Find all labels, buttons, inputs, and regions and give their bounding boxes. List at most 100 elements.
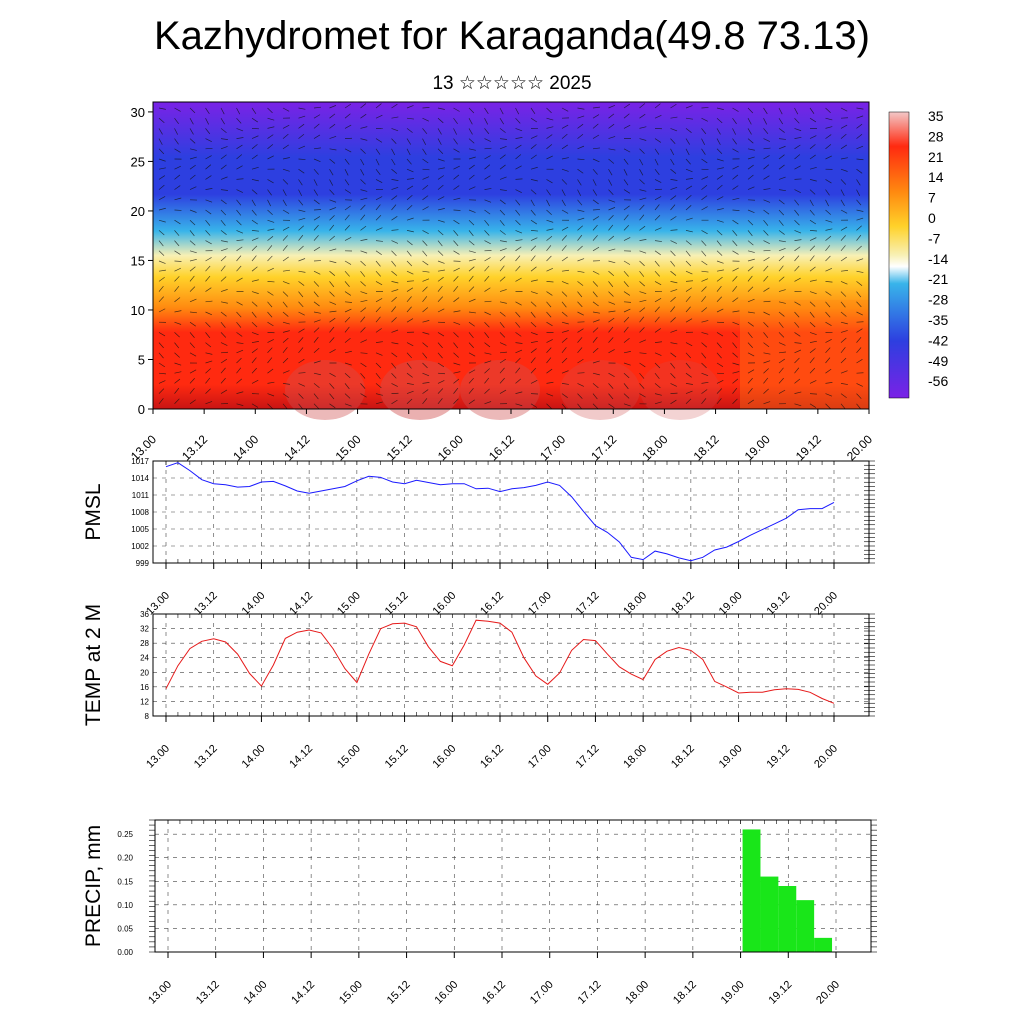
wind-vector: [623, 383, 629, 390]
wind-vector: [809, 107, 815, 114]
wind-vector: [608, 179, 613, 186]
wind-vector: [747, 388, 753, 394]
wind-vector: [375, 401, 383, 405]
wind-vector: [499, 189, 507, 191]
wind-vector: [856, 311, 863, 316]
wind-vector: [344, 326, 350, 333]
wind-vector: [592, 311, 600, 314]
wind-vector: [856, 199, 862, 206]
wind-vector: [220, 332, 227, 338]
wind-vector: [329, 135, 337, 139]
wind-vector: [716, 250, 723, 256]
wind-vector: [701, 296, 707, 303]
wind-vector: [499, 332, 506, 338]
wind-vector: [577, 199, 583, 206]
wind-vector: [763, 321, 769, 328]
wind-vector: [344, 260, 352, 265]
wind-vector: [391, 289, 399, 292]
wind-vector: [267, 347, 273, 354]
temp-y-tick-label: 16: [140, 683, 149, 692]
wind-vector: [251, 403, 259, 408]
wind-vector: [732, 165, 739, 170]
wind-vector: [313, 291, 319, 298]
wind-vector: [592, 199, 599, 205]
wind-vector: [701, 128, 707, 135]
wind-vector: [468, 209, 476, 213]
wind-vector: [701, 107, 709, 109]
wind-vector: [747, 377, 753, 384]
wind-vector: [174, 321, 182, 325]
wind-vector: [654, 260, 660, 267]
wind-vector: [484, 188, 492, 190]
wind-vector: [608, 235, 615, 241]
wind-vector: [298, 270, 306, 273]
wind-vector: [437, 398, 443, 405]
wind-vector: [747, 219, 754, 226]
temp-y-tick-label: 28: [140, 639, 149, 648]
wind-vector: [561, 370, 569, 374]
wind-vector: [670, 186, 678, 190]
wind-vector: [515, 342, 523, 344]
wind-vector: [267, 357, 273, 364]
wind-vector: [561, 157, 569, 160]
wind-vector: [298, 393, 304, 399]
wind-vector: [236, 301, 243, 306]
wind-vector: [468, 275, 474, 282]
wind-vector: [298, 383, 306, 387]
wind-vector: [220, 389, 228, 394]
wind-vector: [577, 281, 584, 286]
wind-vector: [189, 138, 196, 144]
wind-vector: [298, 291, 304, 298]
wind-vector: [608, 158, 615, 164]
wind-vector: [530, 179, 538, 182]
wind-vector: [732, 174, 739, 180]
wind-vector: [406, 383, 414, 385]
wind-vector: [484, 128, 490, 135]
wind-vector: [298, 123, 305, 129]
wind-vector: [220, 164, 227, 170]
wind-vector: [174, 174, 181, 180]
wind-vector: [825, 189, 830, 196]
wind-vector: [391, 372, 397, 379]
precip-y-tick-label: 0.20: [117, 854, 133, 863]
wind-vector: [329, 326, 335, 333]
wind-vector: [856, 403, 862, 410]
wind-vector: [298, 199, 304, 206]
wind-vector: [251, 245, 258, 252]
wind-vector: [623, 301, 632, 303]
wind-vector: [546, 134, 553, 139]
wind-vector: [856, 337, 862, 343]
wind-vector: [391, 168, 398, 174]
wind-vector: [313, 224, 319, 231]
wind-vector: [267, 321, 274, 327]
wind-vector: [267, 179, 274, 184]
pmsl-y-tick-label: 1005: [131, 525, 149, 534]
wind-vector: [344, 403, 352, 407]
wind-vector: [577, 347, 583, 354]
wind-vector: [685, 217, 693, 221]
wind-vector: [406, 217, 414, 221]
wind-vector: [639, 291, 647, 295]
wind-vector: [809, 199, 814, 207]
wind-vector: [840, 144, 848, 150]
wind-vector: [639, 239, 647, 241]
wind-vector: [236, 311, 242, 318]
wind-vector: [391, 399, 398, 405]
wind-vector: [732, 362, 740, 366]
wind-vector: [282, 133, 289, 139]
wind-vector: [592, 336, 598, 343]
wind-vector: [592, 270, 600, 275]
wind-vector: [670, 103, 677, 109]
wind-vector: [220, 240, 228, 243]
wind-vector: [763, 175, 770, 180]
wind-vector: [205, 107, 210, 115]
wind-vector: [546, 126, 554, 129]
wind-vector: [453, 371, 461, 374]
wind-vector: [282, 235, 288, 241]
wind-vector: [840, 321, 848, 325]
wind-vector: [499, 199, 506, 205]
wind-vector: [561, 226, 569, 231]
wind-vector: [375, 260, 381, 267]
wind-vector: [406, 342, 414, 347]
wind-vector: [453, 267, 460, 272]
